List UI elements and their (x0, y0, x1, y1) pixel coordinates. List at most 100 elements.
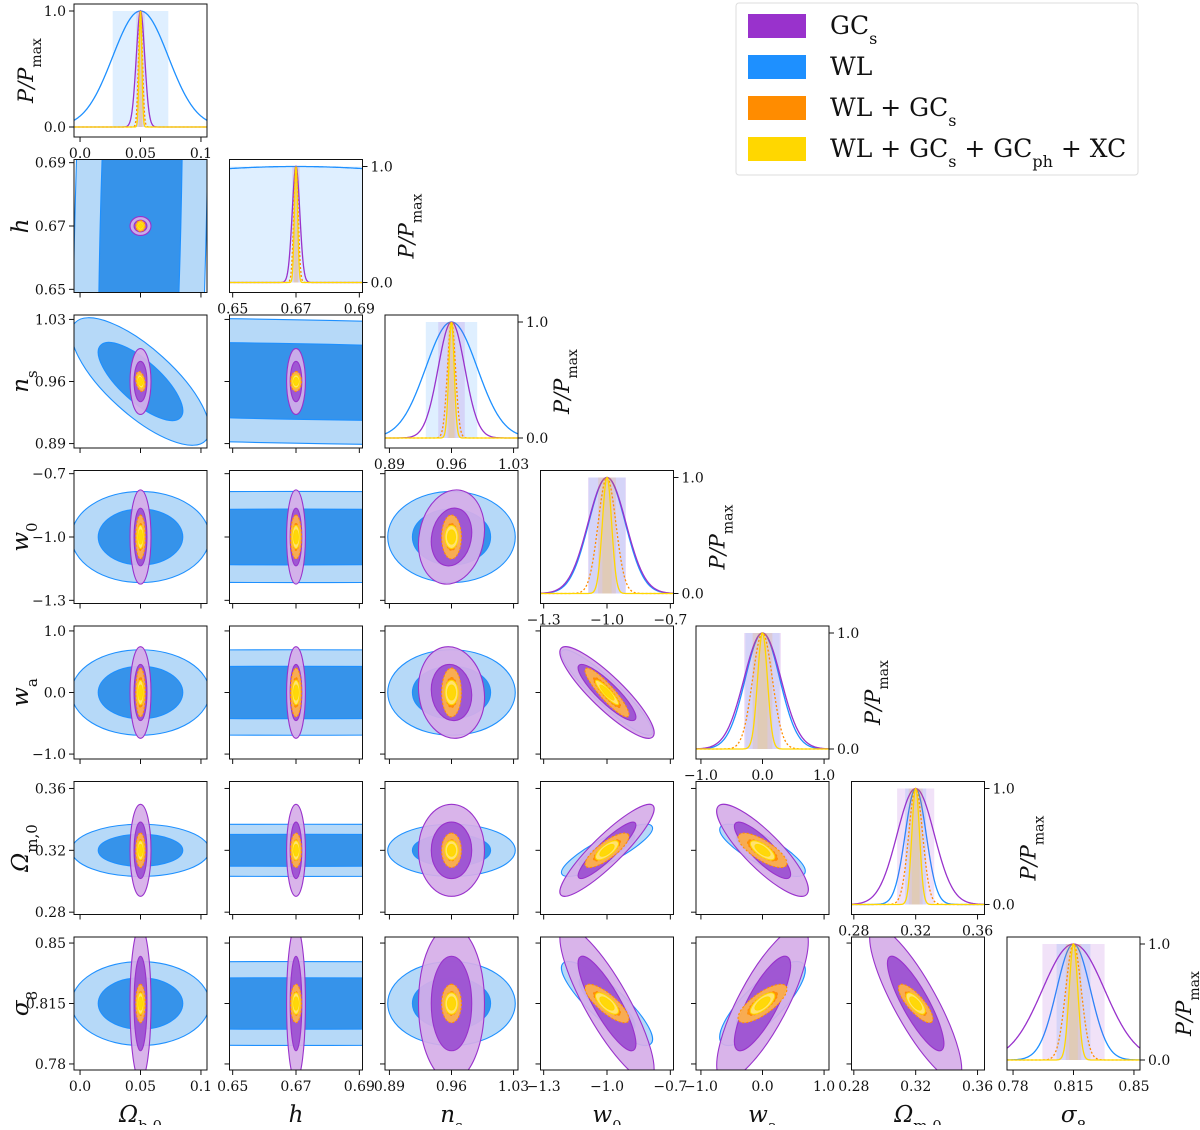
contour-one-sigma-WL + GCₛ + GCₚₕ + XC (909, 996, 923, 1011)
x-tick-label: 0.69 (344, 302, 375, 318)
contour-one-sigma-WL + GCₛ + GCₚₕ + XC (293, 684, 299, 701)
panel-Ωm,0-vs-w0 (559, 803, 655, 897)
y-axis-label-wa: wa (8, 678, 41, 707)
y-tick-label: 1.0 (1148, 937, 1170, 953)
diag-ylabel: P/Pmax (395, 193, 426, 259)
diag-ylabel: P/Pmax (861, 660, 892, 726)
y-tick-label: 0.78 (35, 1057, 66, 1073)
y-tick-label: 0.0 (371, 276, 393, 292)
posterior-w0 (540, 476, 674, 595)
y-tick-label: 1.0 (526, 315, 548, 331)
posterior-ns (385, 320, 518, 439)
x-tick-label: 0.36 (962, 1079, 993, 1095)
y-axis-label-w0: w0 (8, 522, 41, 551)
posterior-band-WL + GCₛ + GCₚₕ + XC (1069, 944, 1078, 1060)
panel-Ωm,0-vs-ns (387, 803, 516, 897)
legend-entry-label: WL (830, 52, 872, 81)
x-tick-label: 0.67 (280, 1079, 311, 1095)
panel-σ8-vs-ns (387, 937, 516, 1070)
panel-ns-vs-Ωb,0 (74, 317, 207, 446)
x-tick-label: 0.0 (69, 1079, 91, 1095)
panel-Ωm,0-vs-Ωb,0 (74, 803, 207, 897)
y-axis-label-Ωm,0: Ωm,0 (8, 824, 41, 873)
x-tick-label: 0.96 (436, 457, 467, 473)
posterior-band-GCₛ (897, 788, 935, 905)
posterior-band-WL + GCₛ (598, 477, 616, 594)
posterior-h (229, 165, 363, 284)
contour-one-sigma-WL + GCₛ + GCₚₕ + XC (137, 996, 144, 1011)
contour-one-sigma-WL + GCₛ + GCₚₕ + XC (293, 529, 299, 545)
y-tick-label: 0.36 (35, 781, 66, 797)
posterior-band-WL (905, 788, 927, 905)
y-tick-label: 0.0 (526, 431, 548, 447)
posterior-curve-GCₛ (851, 787, 985, 906)
x-tick-label: −0.7 (653, 1079, 687, 1095)
y-tick-label: 1.0 (837, 626, 859, 642)
y-axis-label-ns: ns (8, 370, 41, 393)
posterior-band-WL + GCₛ + GCₚₕ + XC (294, 166, 298, 283)
y-tick-label: −0.7 (32, 467, 66, 483)
y-tick-label: 0.69 (35, 156, 66, 172)
posterior-band-WL + GCₛ (138, 11, 143, 127)
panel-w0-vs-Ωb,0 (74, 489, 207, 585)
posterior-band-WL (588, 477, 626, 594)
contour-one-sigma-WL + GCₛ + GCₚₕ + XC (137, 529, 144, 545)
posterior-band-GCₛ (1042, 944, 1105, 1060)
panel-wa-vs-h (229, 646, 363, 739)
y-tick-label: 1.0 (44, 624, 66, 640)
posterior-curve-WL + GCₛ + GCₚₕ + XC (74, 10, 207, 128)
contour-one-sigma-WL + GCₛ + GCₚₕ + XC (137, 376, 144, 387)
posterior-band-WL + GCₛ + GCₚₕ + XC (757, 633, 768, 749)
legend-frame (735, 2, 1139, 176)
contour-one-sigma-WL + GCₛ + GCₚₕ + XC (137, 223, 144, 229)
diag-ylabel: P/Pmax (1017, 815, 1048, 881)
contour-one-sigma-WL + GCₛ + GCₚₕ + XC (446, 684, 457, 701)
y-tick-label: −1.0 (32, 747, 66, 763)
y-tick-label: 0.89 (35, 437, 66, 453)
x-tick-label: 0.32 (900, 924, 931, 940)
posterior-curve-WL + GCₛ + GCₚₕ + XC (851, 787, 985, 906)
panel-wa-vs-w0 (559, 646, 655, 739)
y-tick-label: 0.0 (993, 898, 1015, 914)
diag-ylabel: P/Pmax (550, 349, 581, 415)
contour-one-sigma-WL + GCₛ + GCₚₕ + XC (446, 529, 457, 545)
posterior-band-WL + GCₛ + GCₚₕ + XC (602, 477, 612, 594)
posterior-wa (696, 631, 829, 750)
y-tick-label: 1.0 (993, 782, 1015, 798)
y-tick-label: 0.0 (44, 686, 66, 702)
posterior-band-GCₛ (744, 633, 781, 749)
panel-σ8-vs-w0 (559, 937, 655, 1070)
posterior-band-WL + GCₛ + GCₚₕ + XC (911, 788, 920, 905)
x-tick-label: 0.69 (344, 1079, 375, 1095)
legend-swatch (748, 55, 806, 79)
legend-swatch (748, 137, 806, 161)
contour-one-sigma-WL + GCₛ + GCₚₕ + XC (754, 843, 771, 857)
posterior-curve-WL + GCₛ + GCₚₕ + XC (540, 476, 674, 595)
posterior-band-WL + GCₛ + GCₚₕ + XC (139, 11, 142, 127)
legend-entry-label: GCs (830, 11, 877, 48)
posterior-curve-WL + GCₛ + GCₚₕ + XC (229, 166, 363, 284)
y-tick-label: 0.815 (26, 997, 66, 1013)
y-tick-label: 0.0 (682, 587, 704, 603)
x-tick-label: 1.03 (498, 1079, 529, 1095)
x-axis-label-h: h (289, 1102, 304, 1125)
panel-Ωm,0-vs-h (229, 803, 363, 897)
x-axis-label-wa: wa (748, 1102, 777, 1125)
x-tick-label: 0.65 (217, 302, 248, 318)
y-axis-label-h: h (8, 219, 34, 234)
y-tick-label: 0.67 (35, 219, 66, 235)
posterior-band-GCₛ (438, 322, 465, 438)
posterior-band-WL (229, 166, 363, 283)
x-tick-label: −1.3 (527, 1079, 561, 1095)
x-tick-label: 0.85 (1118, 1079, 1149, 1095)
y-tick-label: 1.03 (35, 312, 66, 328)
y-tick-label: −1.3 (32, 593, 66, 609)
x-axis-label-w0: w0 (592, 1102, 621, 1125)
panel-σ8-vs-wa (716, 937, 809, 1070)
x-tick-label: 0.1 (190, 146, 212, 162)
posterior-curve-WL + GCₛ + GCₚₕ + XC (696, 631, 829, 750)
x-tick-label: 1.0 (813, 768, 835, 784)
panel-wa-vs-Ωb,0 (74, 646, 207, 739)
x-tick-label: 0.28 (838, 1079, 869, 1095)
